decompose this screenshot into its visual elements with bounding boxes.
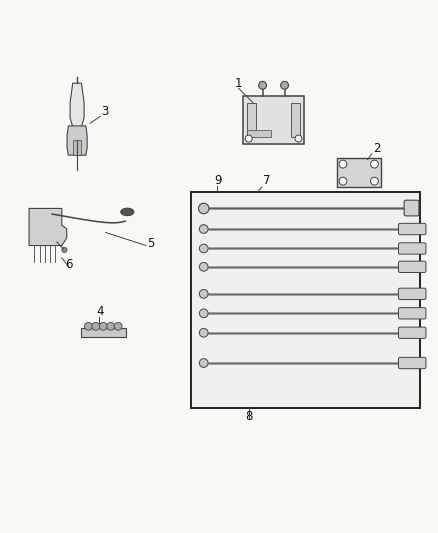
Circle shape xyxy=(107,322,115,330)
Polygon shape xyxy=(67,126,87,155)
Text: 9: 9 xyxy=(214,174,221,187)
Text: 7: 7 xyxy=(263,174,270,188)
Circle shape xyxy=(259,82,266,89)
FancyBboxPatch shape xyxy=(399,327,426,338)
Circle shape xyxy=(199,224,208,233)
Circle shape xyxy=(199,244,208,253)
Polygon shape xyxy=(29,208,67,246)
Circle shape xyxy=(199,359,208,367)
FancyBboxPatch shape xyxy=(399,308,426,319)
FancyBboxPatch shape xyxy=(399,243,426,254)
Text: 4: 4 xyxy=(96,304,103,318)
Circle shape xyxy=(245,135,252,142)
Circle shape xyxy=(99,322,107,330)
Bar xyxy=(337,158,381,187)
Circle shape xyxy=(85,322,92,330)
Circle shape xyxy=(92,322,100,330)
Circle shape xyxy=(371,160,378,168)
Bar xyxy=(73,140,81,155)
Circle shape xyxy=(199,262,208,271)
Circle shape xyxy=(295,135,302,142)
FancyBboxPatch shape xyxy=(404,200,419,216)
Circle shape xyxy=(199,289,208,298)
Circle shape xyxy=(199,309,208,318)
Text: 3: 3 xyxy=(101,104,109,118)
Circle shape xyxy=(114,322,122,330)
Bar xyxy=(81,328,126,337)
Text: 5: 5 xyxy=(147,237,154,250)
Circle shape xyxy=(339,160,347,168)
Circle shape xyxy=(281,82,289,89)
Bar xyxy=(191,192,420,408)
Ellipse shape xyxy=(121,208,134,216)
Bar xyxy=(291,103,300,137)
Bar xyxy=(243,96,304,144)
Bar xyxy=(247,103,256,137)
FancyBboxPatch shape xyxy=(399,288,426,300)
Circle shape xyxy=(198,203,209,214)
Circle shape xyxy=(199,328,208,337)
Text: 6: 6 xyxy=(65,258,73,271)
Text: 8: 8 xyxy=(245,410,253,423)
FancyBboxPatch shape xyxy=(399,223,426,235)
Text: 1: 1 xyxy=(234,77,242,90)
Text: 2: 2 xyxy=(373,142,380,155)
Circle shape xyxy=(62,247,67,253)
Circle shape xyxy=(371,177,378,185)
Circle shape xyxy=(339,177,347,185)
FancyBboxPatch shape xyxy=(399,357,426,369)
Bar xyxy=(247,130,271,137)
Polygon shape xyxy=(70,83,84,127)
FancyBboxPatch shape xyxy=(399,261,426,272)
